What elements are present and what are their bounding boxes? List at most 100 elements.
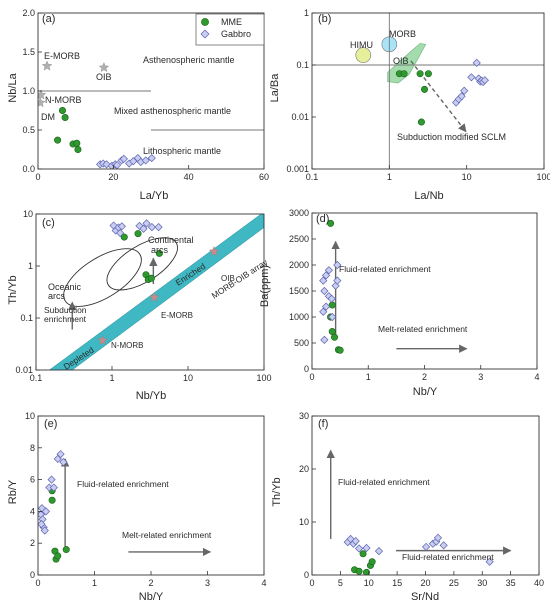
mme-point-e-6: [62, 546, 70, 554]
panel-a: 0 20 40 60 0.0 0.5 1.0 1.5 2.0 (a) La/Yb Nb/La A…: [7, 8, 269, 202]
x-tick-label-d-4: 4: [534, 372, 539, 382]
arrow-label-subduction-modified-sclm: Subduction modified SCLM: [397, 132, 506, 142]
annotation-mixed-asthenospheric-mantle: Mixed asthenospheric mantle: [114, 106, 231, 116]
gabbro-point-d-12: [333, 260, 342, 270]
mme-point-d-5: [330, 333, 338, 341]
mme-point-d-2: [328, 301, 336, 309]
panel-a-xlabel: La/Yb: [140, 190, 169, 202]
y-tick-label-b-0: 0.001: [286, 164, 309, 174]
gabbro-point-e-12: [56, 450, 65, 459]
mme-point-c-2: [134, 230, 142, 238]
gabbro-point-d-4: [320, 286, 329, 296]
mme-point-c-1: [120, 233, 128, 241]
panel-a-content: [38, 60, 264, 169]
gabbro-point-d-11: [333, 276, 342, 285]
arrow-label-fluid-related-enrichment-f-horizontal: Fluid-related enrichment: [402, 552, 494, 562]
x-tick-label-f-5: 25: [449, 578, 459, 588]
mme-point-c-5: [147, 274, 155, 282]
y-tick-label-f-0: 0: [304, 570, 309, 580]
mme-point-f-4: [362, 568, 370, 575]
ref-label-e-morb-c: E-MORB: [161, 311, 193, 320]
y-tick-label-f-2: 20: [299, 464, 309, 474]
panel-b-ylabel: La/Ba: [269, 73, 281, 103]
y-tick-label-d-4: 2000: [289, 260, 309, 270]
y-tick-label-e-1: 2: [30, 538, 35, 548]
gabbro-point-a-13: [141, 156, 150, 165]
ref-label-e-morb-a: E-MORB: [44, 51, 80, 61]
y-tick-label-e-5: 10: [25, 411, 35, 421]
x-tick-label-c-0: 0.1: [30, 373, 43, 383]
panel-f-ylabel: Th/Yb: [271, 477, 283, 506]
gabbro-point-d-3: [324, 266, 333, 275]
mme-point-b-3: [416, 70, 424, 78]
x-tick-label-b-2: 10: [462, 172, 472, 182]
annotation-oceanic-arcs: arcs: [48, 291, 66, 301]
gabbro-point-c-7: [139, 224, 148, 233]
arrow-label-fluid-related-enrichment-e: Fluid-related enrichment: [77, 479, 169, 489]
panel-b-label: (b): [318, 13, 331, 25]
y-tick-label-f-1: 10: [299, 517, 309, 527]
panel-c-frame: [35, 213, 265, 371]
legend-gabbro-label: Gabbro: [221, 29, 251, 39]
panel-d-xlabel: Nb/Y: [413, 386, 438, 398]
gabbro-point-b-3: [457, 92, 466, 101]
gabbro-point-e-13: [59, 458, 68, 467]
x-tick-label-f-8: 40: [534, 578, 544, 588]
gabbro-point-f-5: [355, 544, 364, 553]
x-tick-label-f-6: 30: [477, 578, 487, 588]
panel-e-label: (e): [44, 418, 57, 430]
mme-point-e-5: [54, 552, 62, 560]
y-tick-label-d-3: 1500: [289, 286, 309, 296]
gabbro-point-d-2: [321, 271, 331, 280]
y-tick-label-c-2: 1: [28, 261, 33, 271]
ref-star-n-morb-c: [97, 334, 108, 345]
panel-e-frame: [37, 415, 265, 576]
legend-gabbro-marker: [200, 29, 210, 39]
ref-label-oib-a: OIB: [96, 72, 112, 82]
panel-e-plot: 0 1 2 3 4 0 2 4 6 8 10: [25, 411, 267, 588]
panel-e-ylabel: Rb/Y: [7, 479, 19, 504]
gabbro-point-a-14: [147, 153, 156, 163]
panel-d-plot: 0 1 2 3 4 0 500 1000 1500 2000 2500 3000: [289, 208, 540, 382]
panel-d-label: (d): [316, 213, 329, 225]
gabbro-point-c-8: [142, 219, 151, 228]
field-label-morb: MORB: [389, 29, 416, 39]
x-tick-label-d-3: 3: [478, 372, 483, 382]
y-tick-label-c-0: 0.01: [15, 365, 33, 375]
x-tick-label-a-3: 60: [259, 172, 269, 182]
panel-b-content: [312, 13, 544, 169]
panel-e-content: [38, 450, 212, 563]
y-tick-label-e-2: 4: [30, 506, 35, 516]
panel-b-plot: 0.1 1 10 100 0.001 0.01 0.1 1: [286, 8, 550, 182]
x-tick-label-a-0: 0: [35, 172, 40, 182]
panel-b: 0.1 1 10 100 0.001 0.01 0.1 1 (b) La/Nb La/Ba H…: [269, 8, 550, 202]
mme-point-d-1: [327, 219, 335, 227]
panel-c-label: (c): [42, 217, 55, 229]
gabbro-point-e-9: [47, 475, 56, 484]
panel-e-xlabel: Nb/Y: [139, 591, 164, 603]
ref-label-oib-c: OIB: [221, 274, 235, 283]
panel-b-frame: [311, 12, 545, 170]
y-tick-label-a-4: 2.0: [22, 8, 35, 18]
y-tick-label-a-0: 0.0: [22, 164, 35, 174]
x-tick-label-e-4: 4: [261, 578, 266, 588]
y-tick-label-c-3: 10: [23, 209, 33, 219]
gabbro-point-e-5: [40, 526, 49, 535]
mme-point-f-2: [355, 567, 363, 575]
gabbro-point-e-6: [41, 507, 51, 516]
y-tick-label-d-0: 0: [304, 364, 309, 374]
field-oceanic-arcs: [63, 248, 142, 307]
field-himu: [355, 47, 372, 63]
annotation-enrichment: enrichment: [44, 314, 87, 324]
y-tick-label-e-0: 0: [30, 570, 35, 580]
x-tick-label-a-1: 20: [108, 172, 118, 182]
gabbro-point-d-13: [320, 335, 329, 344]
gabbro-point-c-5: [117, 222, 126, 231]
panel-d-ylabel: Ba(ppm): [259, 265, 271, 307]
gabbro-point-d-8: [328, 312, 337, 322]
gabbro-point-d-1: [319, 276, 328, 285]
legend: MME Gabbro: [195, 13, 265, 46]
gabbro-point-b-5: [472, 58, 481, 67]
x-tick-label-e-3: 3: [205, 578, 210, 588]
panel-b-xlabel: La/Nb: [414, 190, 443, 202]
